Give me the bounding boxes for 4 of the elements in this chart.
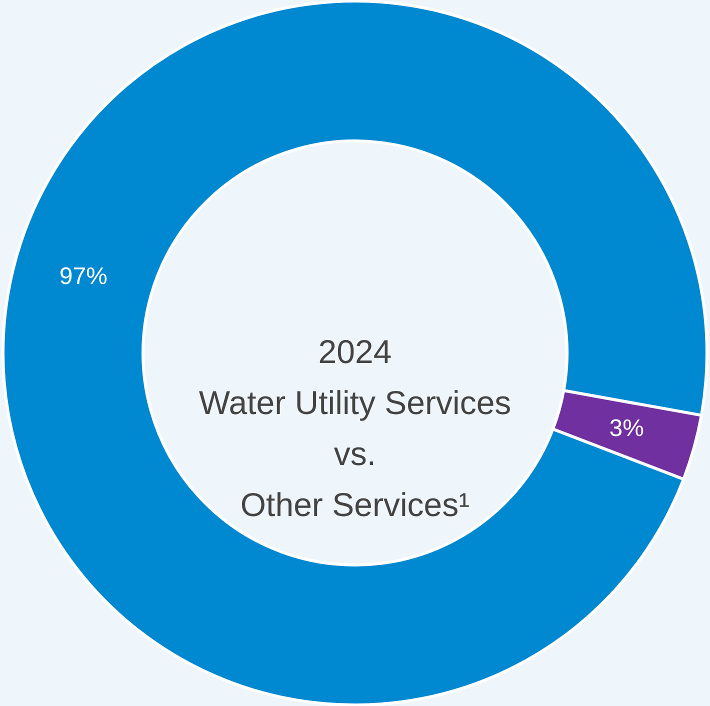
data-label: 97%	[59, 263, 108, 290]
donut-slice	[551, 389, 703, 481]
text: 2024 Water Utility Services vs. Other Services¹	[198, 333, 512, 523]
data-label: 3%	[609, 414, 644, 442]
